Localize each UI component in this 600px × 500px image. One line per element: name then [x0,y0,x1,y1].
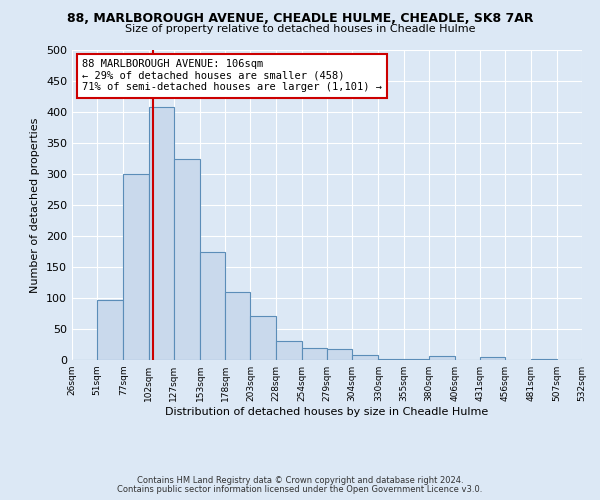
Text: 88, MARLBOROUGH AVENUE, CHEADLE HULME, CHEADLE, SK8 7AR: 88, MARLBOROUGH AVENUE, CHEADLE HULME, C… [67,12,533,26]
Bar [124,174,149,360]
Bar [174,158,200,360]
Bar [480,357,505,360]
Y-axis label: Number of detached properties: Number of detached properties [31,118,40,292]
Bar [97,300,124,360]
Bar [149,107,174,360]
Text: 88 MARLBOROUGH AVENUE: 106sqm
← 29% of detached houses are smaller (458)
71% of : 88 MARLBOROUGH AVENUE: 106sqm ← 29% of d… [82,60,382,92]
Text: Contains public sector information licensed under the Open Government Licence v3: Contains public sector information licen… [118,485,482,494]
X-axis label: Distribution of detached houses by size in Cheadle Hulme: Distribution of detached houses by size … [166,407,488,417]
Bar [250,316,275,360]
Text: Size of property relative to detached houses in Cheadle Hulme: Size of property relative to detached ho… [125,24,475,34]
Text: Contains HM Land Registry data © Crown copyright and database right 2024.: Contains HM Land Registry data © Crown c… [137,476,463,485]
Bar [429,356,455,360]
Bar [352,355,379,360]
Bar [302,348,327,360]
Bar [225,292,250,360]
Bar [200,252,225,360]
Bar [275,342,302,360]
Bar [582,358,600,360]
Bar [327,350,352,360]
